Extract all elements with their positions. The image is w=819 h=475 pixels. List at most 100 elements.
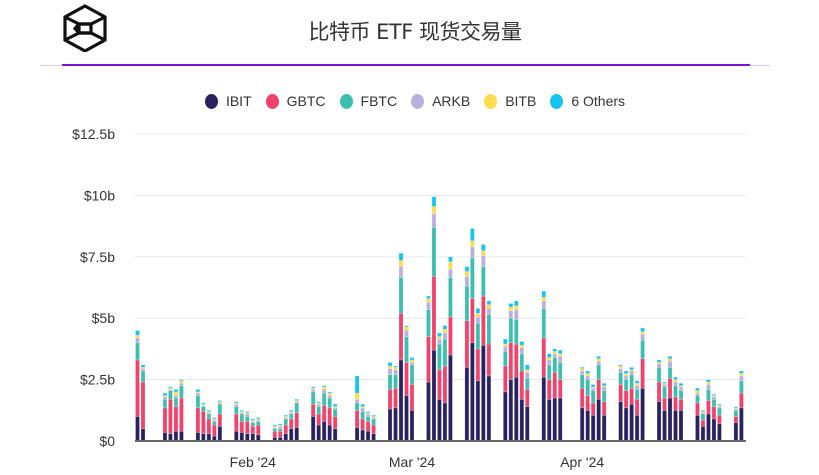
bar-2024-01-29[interactable] [234, 401, 239, 442]
bar-segment-ibit [695, 414, 700, 442]
bar-2024-03-13[interactable] [475, 308, 481, 442]
bar-2024-01-26[interactable] [217, 400, 223, 442]
bar-2024-02-02[interactable] [255, 417, 261, 442]
bar-2024-04-12[interactable] [640, 327, 645, 442]
bar-2024-04-02[interactable] [585, 370, 590, 442]
bar-2024-03-01[interactable] [409, 357, 415, 442]
bar-segment-fbtc [310, 391, 316, 405]
bar-2024-03-05[interactable] [431, 196, 437, 442]
bar-2024-03-11[interactable] [464, 266, 470, 442]
bar-2024-04-03[interactable] [590, 384, 596, 442]
bar-2024-02-12[interactable] [310, 386, 316, 442]
bar-2024-02-14[interactable] [321, 385, 327, 442]
bar-2024-03-25[interactable] [541, 290, 547, 442]
bar-2024-02-09[interactable] [294, 398, 300, 442]
bar-2024-03-27[interactable] [552, 348, 558, 442]
bar-2024-04-22[interactable] [695, 387, 700, 442]
bar-2024-04-24[interactable] [706, 379, 711, 442]
bar-2024-02-01[interactable] [250, 418, 256, 442]
bar-2024-02-22[interactable] [365, 411, 371, 442]
bar-segment-arkb [464, 276, 470, 287]
bar-2024-04-17[interactable] [667, 355, 673, 442]
bar-segment-fbtc [524, 378, 530, 390]
bar-2024-04-23[interactable] [700, 409, 706, 442]
bar-2024-04-09[interactable] [623, 370, 629, 442]
bar-2024-04-05[interactable] [601, 382, 607, 442]
bar-2024-03-07[interactable] [442, 325, 448, 442]
bar-2024-04-04[interactable] [596, 355, 601, 442]
legend-item-gbtc[interactable]: GBTC [265, 93, 326, 109]
bar-2024-01-22[interactable] [195, 389, 201, 442]
bar-2024-01-18[interactable] [173, 389, 179, 442]
bar-2024-03-14[interactable] [481, 244, 486, 442]
bar-2024-02-15[interactable] [327, 391, 332, 442]
bar-2024-03-15[interactable] [486, 300, 492, 442]
bar-2024-02-06[interactable] [277, 423, 283, 442]
bar-2024-04-26[interactable] [717, 403, 722, 442]
bar-2024-01-23[interactable] [201, 402, 206, 442]
bar-segment-gbtc [596, 379, 601, 400]
bar-2024-02-27[interactable] [393, 365, 398, 442]
bar-2024-03-06[interactable] [437, 332, 442, 442]
bar-segment-6-others [442, 325, 448, 330]
bar-2024-02-21[interactable] [360, 403, 365, 442]
bar-2024-02-08[interactable] [288, 409, 294, 442]
bar-2024-01-19[interactable] [179, 379, 184, 442]
legend-item-ibit[interactable]: IBIT [204, 93, 252, 109]
bar-2024-03-18[interactable] [503, 338, 508, 442]
bar-2024-02-05[interactable] [272, 424, 278, 442]
bar-segment-arkb [739, 375, 744, 382]
bar-2024-01-25[interactable] [212, 417, 217, 442]
bar-2024-03-21[interactable] [519, 341, 525, 442]
bar-2024-01-17[interactable] [168, 386, 173, 442]
bar-2024-01-12[interactable] [140, 364, 146, 442]
bar-2024-04-30[interactable] [739, 370, 744, 442]
legend-item-others[interactable]: 6 Others [550, 93, 625, 109]
bar-2024-04-08[interactable] [618, 364, 623, 442]
bar-2024-02-13[interactable] [316, 401, 321, 442]
bar-2024-04-01[interactable] [579, 367, 585, 442]
bar-2024-04-16[interactable] [662, 381, 667, 442]
bar-2024-02-26[interactable] [387, 362, 393, 442]
bar-segment-6-others [640, 327, 645, 333]
bar-2024-03-04[interactable] [426, 295, 431, 442]
bar-2024-04-15[interactable] [656, 359, 662, 442]
bar-segment-ibit [475, 380, 481, 442]
legend-item-arkb[interactable]: ARKB [411, 93, 470, 109]
bar-2024-03-22[interactable] [524, 364, 530, 442]
bar-segment-6-others [409, 357, 415, 361]
bar-2024-03-28[interactable] [557, 349, 563, 442]
bar-2024-02-23[interactable] [371, 414, 376, 442]
bar-2024-01-16[interactable] [162, 392, 168, 442]
bar-2024-01-30[interactable] [239, 409, 245, 442]
bar-2024-03-08[interactable] [448, 256, 453, 442]
bar-2024-04-10[interactable] [629, 367, 634, 442]
bar-2024-02-20[interactable] [354, 375, 360, 442]
bar-2024-04-29[interactable] [733, 406, 739, 442]
bar-2024-01-11[interactable] [135, 330, 140, 442]
bar-segment-gbtc [634, 398, 640, 416]
bar-2024-02-07[interactable] [283, 414, 289, 442]
bar-segment-fbtc [217, 403, 223, 415]
legend-item-bitb[interactable]: BITB [484, 93, 536, 109]
bar-segment-bitb [393, 367, 398, 371]
bar-2024-01-24[interactable] [206, 409, 212, 442]
bar-segment-arkb [173, 395, 179, 399]
bar-segment-arkb [508, 310, 514, 319]
bar-2024-04-18[interactable] [673, 376, 678, 442]
bar-2024-03-19[interactable] [508, 303, 514, 442]
bar-2024-03-12[interactable] [470, 228, 475, 442]
bar-2024-04-19[interactable] [678, 382, 684, 442]
bar-2024-01-31[interactable] [245, 411, 250, 442]
bar-segment-arkb [634, 385, 640, 390]
bar-2024-04-11[interactable] [634, 380, 640, 442]
bar-segment-6-others [541, 290, 547, 298]
bar-2024-04-25[interactable] [711, 394, 717, 442]
bar-2024-02-28[interactable] [398, 252, 404, 442]
bar-2024-03-26[interactable] [546, 353, 552, 442]
bar-2024-02-29[interactable] [404, 325, 409, 442]
bar-2024-03-20[interactable] [514, 300, 519, 442]
bar-segment-fbtc [618, 371, 623, 385]
bar-2024-02-16[interactable] [332, 403, 338, 442]
legend-item-fbtc[interactable]: FBTC [339, 93, 397, 109]
